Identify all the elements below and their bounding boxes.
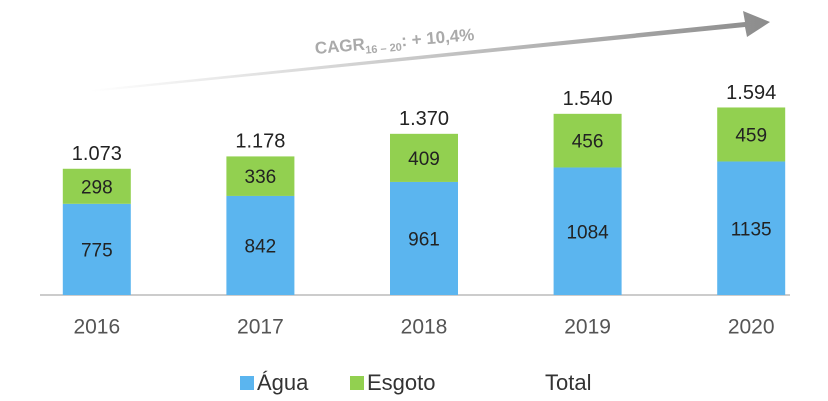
- x-tick-label: 2020: [728, 316, 775, 339]
- bar-segment: [717, 107, 786, 162]
- legend-swatch: [350, 376, 364, 390]
- bar-segment: [226, 156, 295, 196]
- segment-label: 409: [408, 149, 440, 170]
- cagr-main: CAGR: [314, 35, 366, 58]
- bar-segment: [390, 133, 458, 182]
- legend-label: Água: [257, 370, 309, 395]
- cagr-rest: : + 10,4%: [401, 26, 476, 51]
- cagr-sub: 16 – 20: [365, 41, 403, 56]
- bar-segment: [553, 167, 622, 295]
- legend-swatch: [240, 376, 254, 390]
- segment-label: 298: [81, 177, 113, 198]
- segment-label: 1084: [566, 222, 609, 243]
- total-label: 1.540: [563, 88, 613, 110]
- bar-segment: [390, 181, 458, 295]
- segment-label: 961: [408, 229, 440, 250]
- bar-segment: [62, 203, 131, 295]
- segment-label: 456: [572, 132, 604, 153]
- bar-segment: [553, 113, 622, 168]
- x-tick-label: 2019: [564, 316, 611, 339]
- total-label: 1.594: [726, 82, 776, 104]
- bar-segment: [226, 195, 295, 295]
- legend-label: Total: [545, 370, 591, 395]
- segment-label: 459: [735, 125, 767, 146]
- segment-label: 775: [81, 240, 113, 261]
- total-label: 1.073: [72, 143, 122, 165]
- segment-label: 1135: [731, 219, 772, 240]
- x-tick-label: 2018: [401, 316, 448, 339]
- legend-label: Esgoto: [367, 370, 436, 395]
- x-tick-label: 2016: [73, 316, 120, 339]
- segment-label: 336: [245, 167, 277, 188]
- trend-arrow: [90, 11, 770, 92]
- bar-segment: [717, 161, 786, 295]
- segment-label: 842: [245, 236, 277, 257]
- total-label: 1.370: [399, 108, 449, 130]
- x-tick-label: 2017: [237, 316, 284, 339]
- bar-segment: [62, 168, 131, 204]
- total-label: 1.178: [235, 131, 285, 153]
